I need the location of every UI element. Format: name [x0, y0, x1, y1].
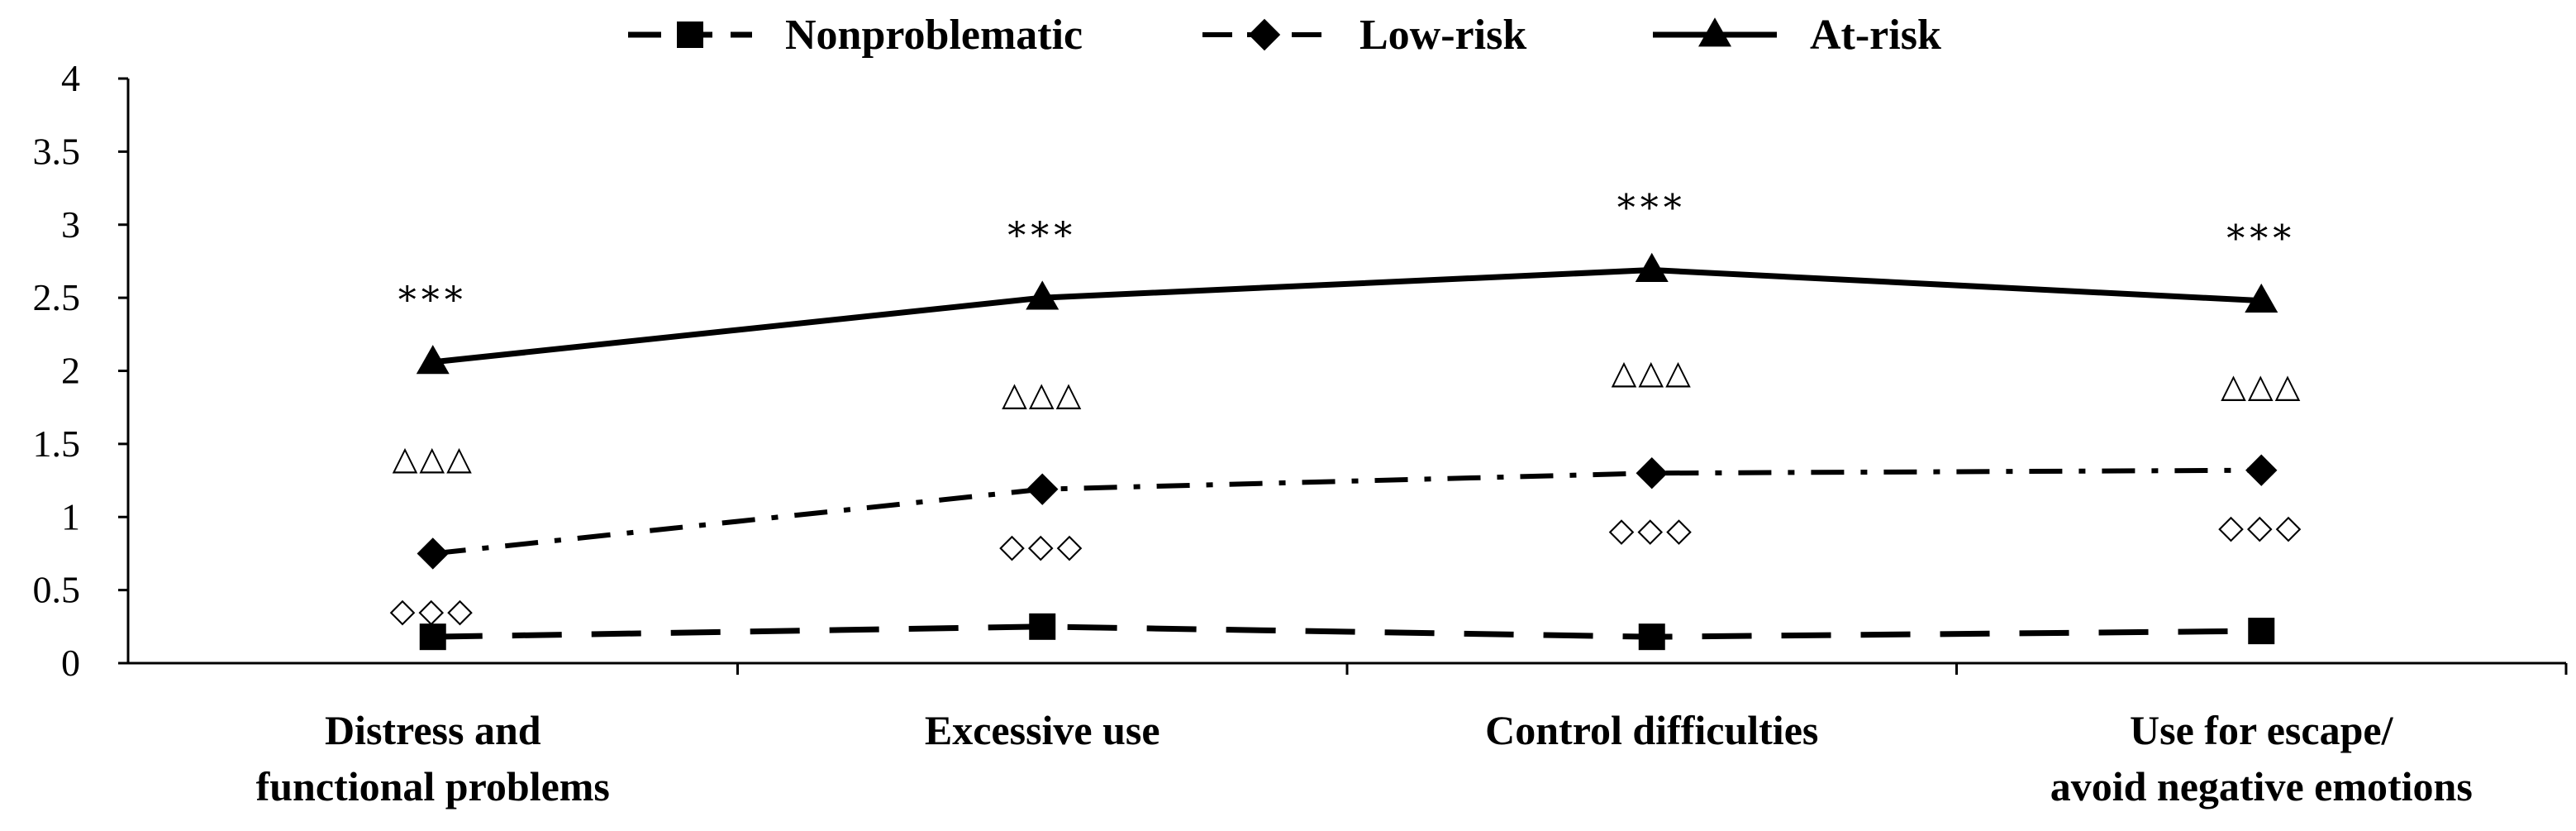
significance-annotations: *** △△△ ◇◇◇ *** △△△ ◇◇◇ *** △△△ ◇◇◇ *** △△△ ◇◇◇ [390, 188, 2304, 630]
legend-marker-triangle [1698, 17, 1731, 47]
category-label: avoid negative emotions [2050, 763, 2473, 810]
significance-stars: *** [398, 279, 468, 322]
data-point-diamond [1026, 473, 1059, 505]
y-tick-label: 3.5 [33, 130, 81, 172]
significance-triangles: △△△ [1612, 353, 1693, 391]
series-line-triangle [432, 267, 2262, 365]
significance-triangles: △△△ [1002, 375, 1083, 413]
data-point-square [419, 623, 446, 651]
series-line-diamond [432, 467, 2262, 556]
data-point-square [1638, 623, 1665, 651]
category-label: Distress and [325, 707, 541, 753]
data-point-diamond [417, 537, 449, 570]
significance-diamonds: ◇◇◇ [1609, 511, 1695, 549]
significance-triangles: △△△ [393, 440, 474, 478]
data-point-triangle [1026, 280, 1059, 310]
data-point-square [2248, 618, 2275, 645]
y-tick-label: 2 [61, 350, 80, 392]
y-tick-label: 1.5 [33, 423, 81, 465]
significance-diamonds: ◇◇◇ [2218, 509, 2304, 547]
series-line-square [432, 623, 2262, 640]
legend: Nonproblematic Low-risk At-risk [628, 12, 1941, 59]
series-lines [416, 252, 2278, 651]
y-tick-label: 2.5 [33, 276, 81, 318]
legend-label: Low-risk [1359, 12, 1526, 59]
significance-diamonds: ◇◇◇ [390, 591, 476, 629]
data-point-triangle [416, 345, 450, 375]
y-tick-label: 4 [61, 57, 80, 99]
significance-stars: *** [1007, 215, 1077, 257]
axes: 0 0.5 1 1.5 2 2.5 3 3.5 4 [33, 57, 2568, 684]
legend-marker-diamond [1248, 18, 1281, 51]
data-point-square [1029, 613, 1056, 640]
data-point-triangle [2245, 283, 2278, 313]
y-tick-label: 0 [61, 642, 80, 684]
significance-stars: *** [1617, 188, 1687, 230]
y-tick-label: 0.5 [33, 569, 81, 611]
data-point-diamond [2245, 454, 2278, 486]
data-point-diamond [1636, 457, 1668, 490]
legend-label: Nonproblematic [785, 12, 1083, 59]
legend-label: At-risk [1810, 12, 1941, 59]
category-label: Excessive use [925, 707, 1160, 753]
category-labels: Distress and functional problems Excessive… [256, 707, 2473, 810]
significance-stars: *** [2226, 218, 2296, 260]
y-tick-label: 3 [61, 203, 80, 246]
data-point-triangle [1635, 252, 1669, 282]
significance-diamonds: ◇◇◇ [999, 528, 1085, 566]
significance-triangles: △△△ [2221, 367, 2302, 405]
category-label: functional problems [256, 763, 610, 810]
y-tick-label: 1 [61, 495, 80, 537]
category-label: Control difficulties [1485, 707, 1818, 753]
category-label: Use for escape/ [2130, 707, 2394, 753]
legend-marker-square [677, 21, 703, 48]
